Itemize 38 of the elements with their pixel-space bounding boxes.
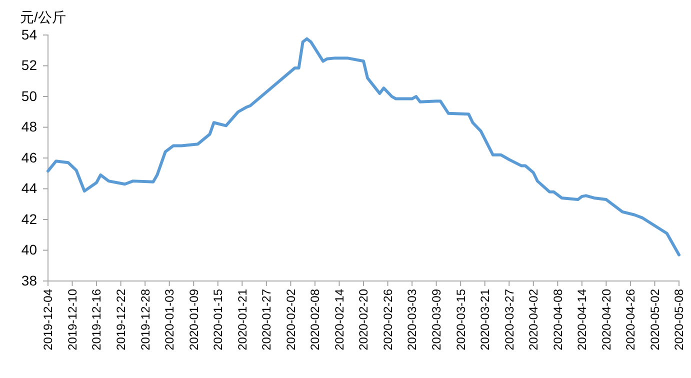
x-tick-label: 2020-04-02 <box>526 288 541 350</box>
line-series <box>46 37 680 256</box>
x-tick-label: 2020-02-14 <box>332 288 346 350</box>
y-tick-label: 38 <box>21 272 38 288</box>
x-tick-label: 2020-04-14 <box>575 288 590 350</box>
x-tick-label: 2020-01-03 <box>162 288 177 350</box>
x-tick-label: 2020-01-09 <box>186 288 201 350</box>
x-tick-label: 2020-02-20 <box>356 288 371 350</box>
x-tick-label: 2020-05-08 <box>672 288 686 350</box>
x-tick-label: 2019-12-04 <box>41 288 56 350</box>
x-tick-label: 2019-12-16 <box>90 288 104 350</box>
x-tick-label: 2020-01-15 <box>211 288 226 350</box>
x-tick-label: 2020-03-03 <box>405 288 420 350</box>
x-tick-label: 2020-01-27 <box>260 288 274 350</box>
x-tick-label: 2020-02-26 <box>380 288 395 350</box>
x-tick-label: 2020-03-15 <box>454 288 468 350</box>
x-tick-label: 2020-05-02 <box>648 288 662 350</box>
x-tick-label: 2019-12-10 <box>65 288 80 350</box>
x-tick-label: 2020-03-09 <box>430 288 444 350</box>
x-tick-label: 2020-04-08 <box>550 288 565 350</box>
x-tick-label: 2019-12-28 <box>138 288 152 350</box>
y-tick-label: 48 <box>21 118 38 135</box>
x-tick-label: 2020-01-21 <box>235 288 250 350</box>
x-tick-label: 2020-02-02 <box>284 288 298 350</box>
x-tick-label: 2020-03-21 <box>478 288 492 350</box>
y-tick-label: 46 <box>21 149 38 166</box>
y-tick-label: 40 <box>21 242 38 258</box>
x-tick-label: 2020-03-27 <box>502 288 516 350</box>
y-tick-label: 54 <box>21 26 38 42</box>
y-tick-label: 50 <box>21 88 38 104</box>
y-tick-label: 52 <box>21 57 38 74</box>
y-axis-title: 元/公斤 <box>20 9 66 25</box>
x-tick-label: 2020-04-26 <box>624 288 638 350</box>
y-tick-label: 42 <box>21 210 38 227</box>
x-tick-label: 2020-02-08 <box>308 288 322 350</box>
x-tick-label: 2020-04-20 <box>599 288 614 350</box>
y-tick-label: 44 <box>21 180 38 196</box>
x-tick-label: 2019-12-22 <box>114 288 128 350</box>
